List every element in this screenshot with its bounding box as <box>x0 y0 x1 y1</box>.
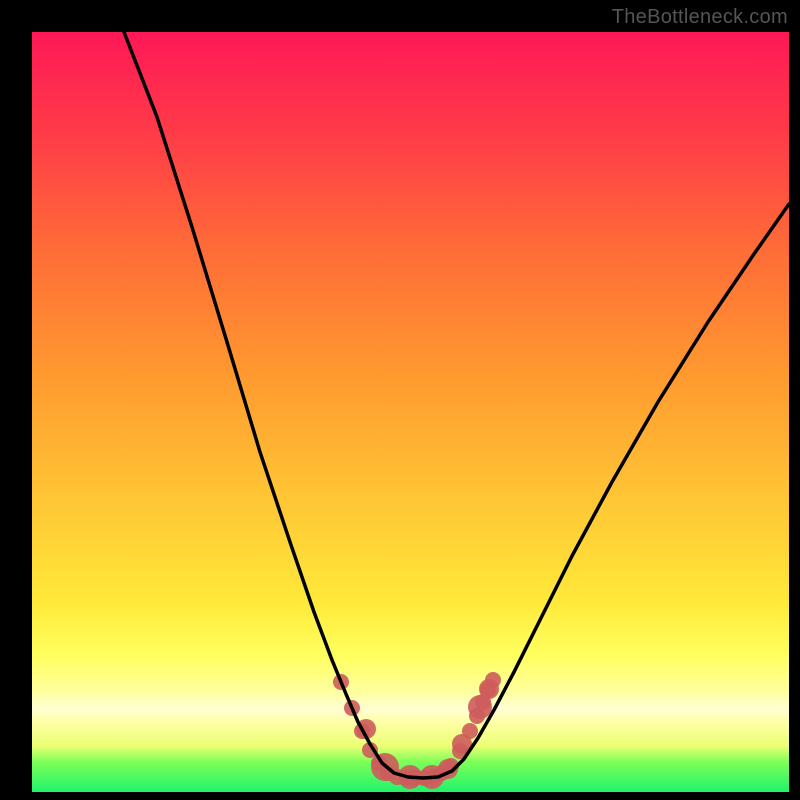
plot-area <box>32 32 789 792</box>
chart-frame: TheBottleneck.com <box>0 0 800 800</box>
marker-point <box>462 723 478 739</box>
watermark-text: TheBottleneck.com <box>612 6 788 29</box>
curve-layer <box>32 32 789 792</box>
data-markers <box>333 672 501 789</box>
curve-path <box>124 32 789 778</box>
marker-point <box>485 672 501 688</box>
marker-point <box>469 708 485 724</box>
